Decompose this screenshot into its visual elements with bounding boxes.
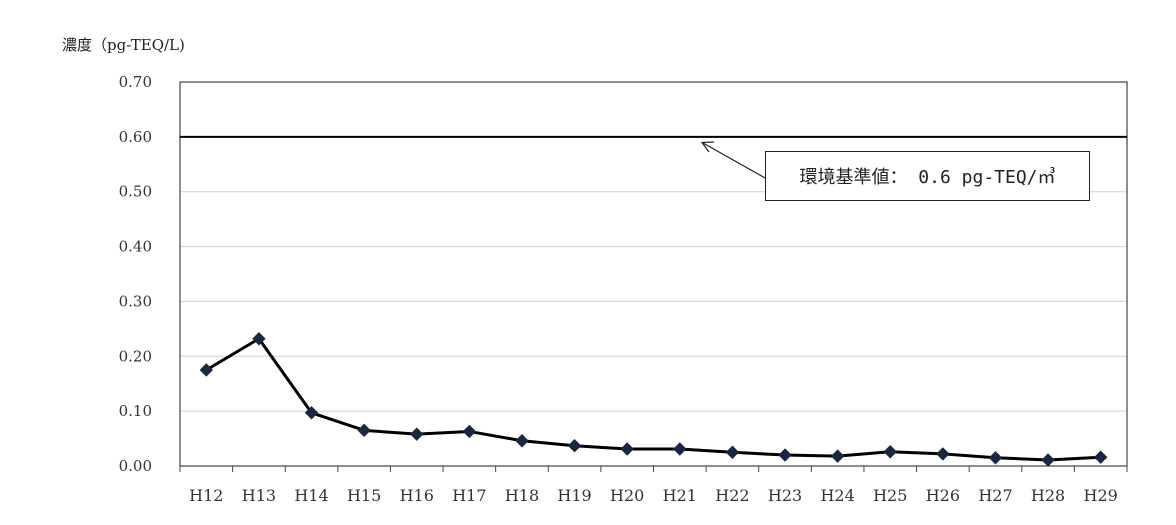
data-point-marker (620, 442, 634, 456)
data-point-marker (883, 445, 897, 459)
x-tick-label: H22 (715, 486, 749, 505)
data-point-marker (1093, 450, 1108, 464)
x-tick-label: H18 (505, 486, 539, 505)
data-point-marker (199, 363, 214, 377)
data-point-marker (988, 451, 1003, 465)
y-tick-label: 0.20 (119, 347, 152, 365)
plot-border (179, 81, 1128, 467)
data-point-marker (357, 423, 371, 438)
data-point-marker (515, 434, 529, 448)
reference-callout: 環境基準値： 0.6 pg-TEQ/㎥ (765, 151, 1090, 201)
x-tick-label: H13 (242, 486, 276, 505)
x-tick-label: H15 (347, 486, 381, 505)
x-tick-label: H16 (400, 486, 434, 505)
data-point-marker (462, 424, 477, 439)
y-tick-label: 0.30 (119, 292, 152, 310)
callout-arrow-group (700, 141, 766, 179)
y-tick-label: 0.40 (119, 238, 152, 256)
y-tick-label: 0.50 (119, 183, 152, 201)
x-tick-label: H27 (978, 486, 1012, 505)
series-line (205, 337, 1101, 462)
data-point-marker (673, 442, 687, 456)
data-point-marker (1041, 453, 1055, 467)
x-tick-label: H17 (452, 486, 486, 505)
y-tick-label: 0.60 (119, 128, 152, 146)
x-tick-label: H21 (663, 486, 697, 505)
data-point-marker (567, 438, 582, 453)
y-axis-title: 濃度（pg-TEQ/L) (62, 36, 185, 54)
data-point-marker (304, 406, 319, 420)
x-tick-label: H26 (926, 486, 960, 505)
series-group (199, 332, 1108, 467)
y-tick-label: 0.00 (119, 457, 152, 475)
x-tick-label: H23 (768, 486, 802, 505)
x-tick-label: H14 (294, 486, 328, 505)
axes (179, 81, 1128, 472)
data-point-marker (936, 447, 950, 461)
data-point-marker (252, 332, 266, 346)
callout-arrow-head (700, 141, 715, 153)
data-point-marker (410, 427, 424, 441)
data-point-marker (725, 445, 740, 459)
y-tick-labels: 0.00 0.10 0.20 0.30 0.40 0.50 0.60 0.70 (119, 73, 152, 475)
x-tick-label: H29 (1084, 486, 1118, 505)
x-tick-label: H12 (189, 486, 223, 505)
x-tick-labels: H12 H13 H14 H15 H16 H17 H18 H19 H20 H21 H22 H23 H24 H… (189, 486, 1118, 505)
data-point-marker (830, 449, 845, 463)
y-tick-label: 0.70 (119, 73, 152, 91)
callout-arrow-line (702, 142, 766, 179)
x-tick-label: H20 (610, 486, 644, 505)
x-tick-label: H24 (820, 486, 854, 505)
x-tick-label: H28 (1031, 486, 1065, 505)
x-tick-label: H25 (873, 486, 907, 505)
x-tick-label: H19 (557, 486, 591, 505)
data-point-marker (778, 448, 792, 462)
y-tick-label: 0.10 (119, 402, 152, 420)
